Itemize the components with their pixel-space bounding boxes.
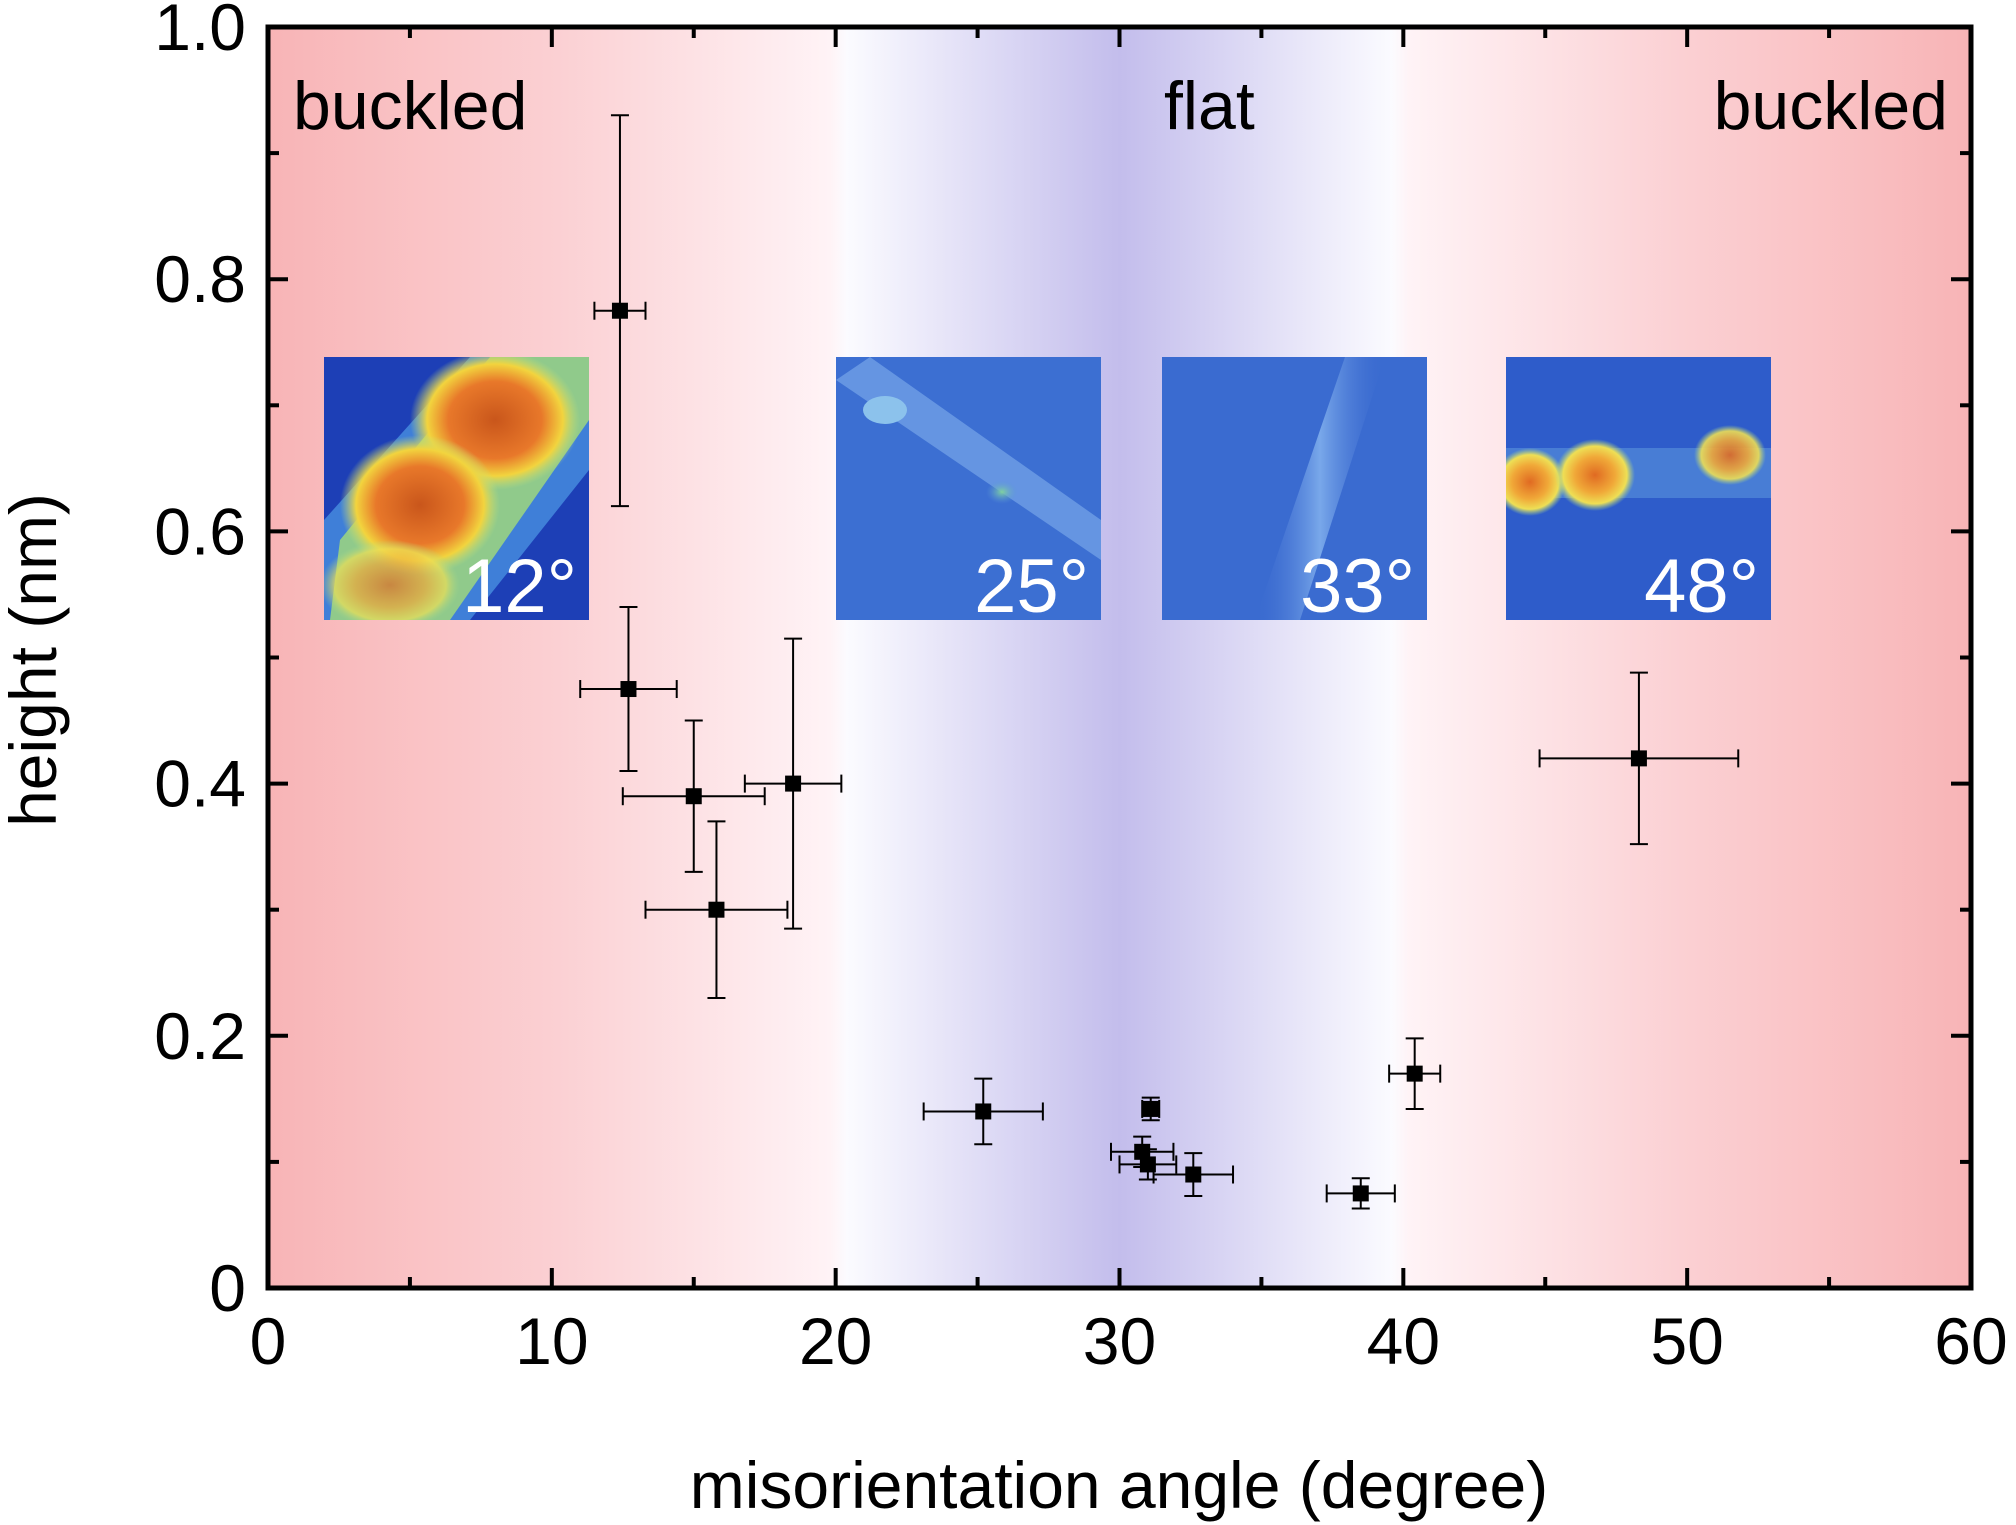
inset-image-48 bbox=[1506, 357, 1771, 620]
inset-label-12: 12° bbox=[462, 544, 577, 629]
x-tick-label: 10 bbox=[515, 1304, 588, 1378]
plot-frame bbox=[265, 24, 1974, 1291]
axes-layer: 0 10 20 30 40 50 60 0 0.2 0.4 0.6 0.8 1.0 bbox=[154, 0, 2007, 1378]
inset-image-33 bbox=[1162, 357, 1427, 620]
inset-label-25: 25° bbox=[974, 544, 1089, 629]
square-marker bbox=[1142, 1100, 1159, 1117]
inset-image-25 bbox=[836, 357, 1101, 620]
data-point-4 bbox=[743, 637, 843, 930]
square-marker bbox=[685, 788, 702, 805]
y-tick-label: 0.8 bbox=[154, 242, 246, 316]
data-point-12 bbox=[1538, 671, 1740, 846]
data-layer bbox=[579, 114, 1740, 1210]
square-marker bbox=[785, 775, 802, 792]
y-tick-label: 0.4 bbox=[154, 747, 246, 821]
data-point-1 bbox=[579, 606, 678, 772]
y-tick-label: 0.2 bbox=[154, 999, 246, 1073]
data-point-0 bbox=[593, 114, 647, 508]
x-tick-label: 50 bbox=[1650, 1304, 1723, 1378]
y-axis-title: height (nm) bbox=[0, 493, 70, 827]
y-tick-label: 0 bbox=[209, 1251, 246, 1325]
square-marker bbox=[620, 681, 637, 698]
inset-image-12 bbox=[324, 357, 589, 620]
region-label-flat: flat bbox=[1164, 68, 1255, 144]
x-axis-title: misorientation angle (degree) bbox=[690, 1448, 1548, 1522]
x-tick-label: 0 bbox=[250, 1304, 287, 1378]
inset-label-33: 33° bbox=[1300, 544, 1415, 629]
data-point-10 bbox=[1325, 1177, 1396, 1210]
data-point-9 bbox=[1152, 1152, 1235, 1197]
x-tick-label: 40 bbox=[1367, 1304, 1440, 1378]
y-tick-label: 0.6 bbox=[154, 494, 246, 568]
data-point-7 bbox=[1118, 1148, 1178, 1181]
inset-label-48: 48° bbox=[1644, 544, 1759, 629]
square-marker bbox=[1139, 1156, 1156, 1173]
x-tick-label: 20 bbox=[799, 1304, 872, 1378]
data-point-8 bbox=[1141, 1096, 1161, 1122]
data-point-11 bbox=[1388, 1037, 1442, 1110]
square-marker bbox=[611, 302, 628, 319]
square-marker bbox=[708, 901, 725, 918]
region-label-buckled-right: buckled bbox=[1714, 68, 1948, 144]
square-marker bbox=[975, 1103, 992, 1120]
x-tick-label: 60 bbox=[1934, 1304, 2007, 1378]
plot-background bbox=[268, 27, 1971, 1288]
region-label-buckled-left: buckled bbox=[293, 68, 527, 144]
square-marker bbox=[1352, 1185, 1369, 1202]
x-tick-label: 30 bbox=[1083, 1304, 1156, 1378]
square-marker bbox=[1134, 1143, 1151, 1160]
square-marker bbox=[1406, 1065, 1423, 1082]
y-tick-label: 1.0 bbox=[154, 0, 246, 64]
data-point-3 bbox=[644, 820, 789, 999]
data-point-2 bbox=[621, 719, 766, 873]
square-marker bbox=[1630, 750, 1647, 767]
data-point-5 bbox=[922, 1077, 1044, 1146]
square-marker bbox=[1185, 1166, 1202, 1183]
